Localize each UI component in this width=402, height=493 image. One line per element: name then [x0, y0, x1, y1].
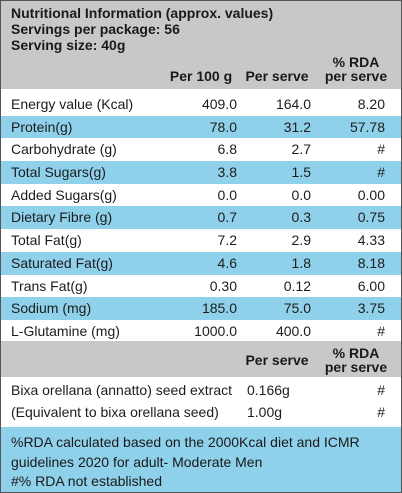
value-per-serve: 1.8 — [291, 254, 311, 271]
extract-name: Bixa orellana (annatto) seed extract — [11, 382, 233, 398]
value-per-serve: 0.3 — [291, 209, 311, 226]
extract-rda: # — [377, 404, 385, 420]
nutrient-name: Total Sugars(g) — [11, 164, 106, 181]
value-per-100g: 7.2 — [217, 232, 237, 249]
footnote-line: #% RDA not established — [11, 473, 162, 489]
col-header-per-serve: Per serve — [245, 352, 309, 368]
nutrient-name: Carbohydrate (g) — [11, 141, 117, 158]
serving-size: Serving size: 40g — [11, 37, 126, 53]
value-rda: 8.18 — [357, 254, 385, 271]
table-row: Added Sugars(g) 0.0 0.0 0.00 — [1, 184, 401, 207]
col-header-rda-line2: per serve — [324, 359, 388, 375]
nutrient-table: Energy value (Kcal) 409.0 164.0 8.20 Pro… — [1, 93, 401, 343]
extract-name: (Equivalent to bixa orellana seed) — [11, 404, 219, 420]
value-rda: 0.75 — [357, 209, 385, 226]
value-per-serve: 75.0 — [283, 300, 311, 317]
value-per-100g: 1000.0 — [194, 322, 237, 339]
value-rda: # — [377, 141, 385, 158]
value-per-serve: 0.0 — [291, 186, 311, 203]
extract-table: Bixa orellana (annatto) seed extract 0.1… — [1, 379, 401, 423]
col-header-rda-line1: % RDA — [332, 345, 380, 361]
value-per-100g: 0.0 — [217, 186, 237, 203]
value-per-serve: 400.0 — [275, 322, 311, 339]
value-rda: 4.33 — [357, 232, 385, 249]
col-header-rda-line1: % RDA — [332, 54, 380, 70]
table-row: (Equivalent to bixa orellana seed) 1.00g… — [1, 401, 401, 423]
col-header-per-100g: Per 100 g — [169, 68, 233, 84]
value-per-serve: 2.7 — [291, 141, 311, 158]
table-row: Protein(g) 78.0 31.2 57.78 — [1, 115, 401, 139]
servings-per-package: Servings per package: 56 — [11, 21, 180, 37]
value-per-100g: 0.7 — [217, 209, 237, 226]
value-rda: # — [377, 322, 385, 339]
value-rda: 57.78 — [349, 118, 385, 135]
nutrient-name: L-Glutamine (mg) — [11, 322, 120, 339]
col-header-per-serve: Per serve — [245, 68, 309, 84]
nutrient-name: Trans Fat(g) — [11, 277, 88, 294]
nutrient-name: Protein(g) — [11, 118, 73, 135]
value-per-100g: 409.0 — [201, 96, 237, 112]
value-rda: 6.00 — [357, 277, 385, 294]
nutrient-name: Total Fat(g) — [11, 232, 82, 249]
value-per-serve: 164.0 — [275, 96, 311, 112]
value-per-100g: 78.0 — [209, 118, 237, 135]
extract-qty: 1.00g — [247, 404, 283, 420]
nutrition-header: Nutritional Information (approx. values)… — [1, 1, 401, 89]
value-per-100g: 6.8 — [217, 141, 237, 158]
value-per-serve: 0.12 — [283, 277, 311, 294]
value-per-100g: 3.8 — [217, 164, 237, 181]
table-row: Total Fat(g) 7.2 2.9 4.33 — [1, 229, 401, 252]
nutrient-name: Dietary Fibre (g) — [11, 209, 113, 226]
panel-title: Nutritional Information (approx. values) — [11, 5, 274, 21]
value-rda: 3.75 — [357, 300, 385, 317]
value-rda: # — [377, 164, 385, 181]
extract-qty: 0.166g — [247, 382, 290, 398]
value-per-serve: 31.2 — [283, 118, 311, 135]
table-row: Dietary Fibre (g) 0.7 0.3 0.75 — [1, 206, 401, 230]
table-row: Saturated Fat(g) 4.6 1.8 8.18 — [1, 251, 401, 275]
col-header-rda-line2: per serve — [324, 68, 388, 84]
footnote-line: guidelines 2020 for adult- Moderate Men — [11, 454, 263, 470]
table-row: Total Sugars(g) 3.8 1.5 # — [1, 161, 401, 184]
footnote: %RDA calculated based on the 2000Kcal di… — [1, 427, 401, 492]
table-row: Energy value (Kcal) 409.0 164.0 8.20 — [1, 93, 401, 116]
table-row: Sodium (mg) 185.0 75.0 3.75 — [1, 297, 401, 320]
value-per-100g: 0.30 — [209, 277, 237, 294]
nutrient-name: Saturated Fat(g) — [11, 254, 113, 271]
value-per-100g: 185.0 — [201, 300, 237, 317]
nutrient-name: Sodium (mg) — [11, 300, 92, 317]
value-per-serve: 2.9 — [291, 232, 311, 249]
table-row: Carbohydrate (g) 6.8 2.7 # — [1, 138, 401, 161]
extract-rda: # — [377, 382, 385, 398]
section-divider-header: Per serve % RDA per serve — [1, 341, 401, 377]
value-per-100g: 4.6 — [217, 254, 237, 271]
value-rda: 0.00 — [357, 186, 385, 203]
footnote-line: %RDA calculated based on the 2000Kcal di… — [11, 434, 360, 450]
nutrient-name: Energy value (Kcal) — [11, 96, 134, 112]
table-row: Trans Fat(g) 0.30 0.12 6.00 — [1, 275, 401, 298]
table-row: L-Glutamine (mg) 1000.0 400.0 # — [1, 320, 401, 343]
table-row: Bixa orellana (annatto) seed extract 0.1… — [1, 379, 401, 401]
nutrient-name: Added Sugars(g) — [11, 186, 117, 203]
value-rda: 8.20 — [357, 96, 385, 112]
value-per-serve: 1.5 — [291, 164, 311, 181]
